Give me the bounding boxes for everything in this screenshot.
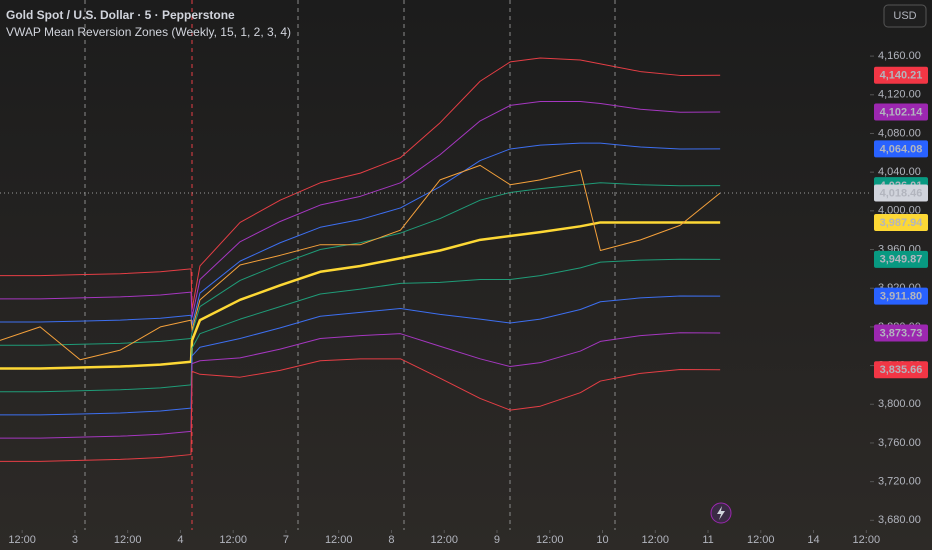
price-tag [874,214,928,232]
chart-title: Gold Spot / U.S. Dollar · 5 · Pepperston… [6,8,235,22]
x-tick-label: 9 [494,534,500,546]
x-tick-label: 11 [702,534,713,546]
y-tick-label: 4,000.00 [878,205,921,217]
x-tick-label: 14 [807,534,819,546]
y-tick-label: 3,680.00 [878,514,921,526]
price-tag [874,66,928,84]
y-tick-label: 4,160.00 [878,50,921,62]
price-tag [874,140,928,158]
x-tick-label: 8 [388,534,394,546]
chart-subtitle: VWAP Mean Reversion Zones (Weekly, 15, 1… [6,25,291,39]
y-tick-label: 3,800.00 [878,398,921,410]
price-tag-label: 3,835.66 [880,364,923,376]
y-tick-label: 4,120.00 [878,89,921,101]
x-tick-label: 10 [596,534,608,546]
x-tick-label: 12:00 [430,534,458,546]
session-breaks [84,0,616,530]
alert-icon[interactable] [710,502,732,524]
x-tick-label: 12:00 [8,534,36,546]
x-tick-label: 12:00 [325,534,353,546]
series-line [0,258,721,393]
x-tick-label: 12:00 [114,534,142,546]
x-tick-label: 3 [72,534,78,546]
x-tick-label: 7 [283,534,289,546]
price-tag [874,184,928,202]
x-tick-label: 12:00 [536,534,564,546]
price-tag-label: 4,140.21 [880,70,923,82]
x-tick-label: 12:00 [853,534,881,546]
price-tag-label: 4,064.08 [880,143,923,155]
series-line [0,57,721,310]
price-tag-label: 4,102.14 [880,106,924,118]
price-tag-label: 3,949.87 [880,254,923,266]
price-tag [874,287,928,305]
x-tick-label: 12:00 [642,534,670,546]
series-line [0,142,721,326]
price-tag [874,324,928,342]
price-tag [874,103,928,121]
series-line [0,332,721,439]
x-tick-label: 12:00 [219,534,247,546]
y-tick-label: 4,080.00 [878,127,921,139]
series-line [0,164,721,361]
price-tag-label: 4,018.46 [880,187,923,199]
series-line [0,295,721,416]
price-tag [874,361,928,379]
plot [0,57,870,462]
price-tag-label: 3,873.73 [880,327,923,339]
currency-label[interactable]: USD [893,10,916,22]
price-tag [874,250,928,268]
price-tag-label: 3,911.80 [880,291,922,303]
y-tick-label: 3,760.00 [878,437,921,449]
x-tick-label: 12:00 [747,534,775,546]
price-tag-label: 3,987.94 [880,217,924,229]
series-line [0,182,721,346]
series-line [0,221,721,370]
currency-button[interactable] [883,4,927,28]
series-line [0,358,721,462]
series-line [0,101,721,318]
x-tick-label: 4 [177,534,183,546]
y-tick-label: 3,720.00 [878,476,921,488]
y-tick-label: 4,040.00 [878,166,921,178]
